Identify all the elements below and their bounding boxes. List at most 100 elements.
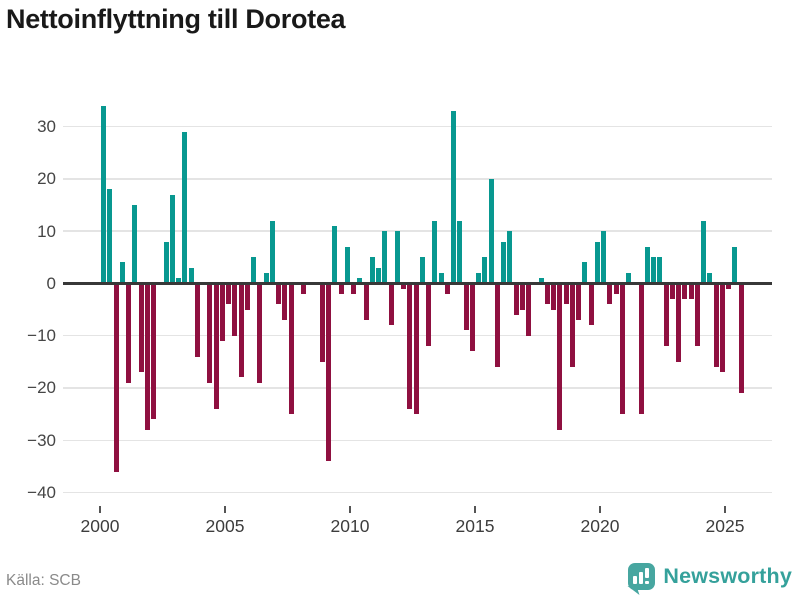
x-tick-label: 2020 <box>580 516 620 536</box>
bar <box>663 283 669 347</box>
bar <box>288 283 294 415</box>
gridline <box>63 178 772 180</box>
bar <box>232 283 238 336</box>
bar <box>301 283 306 294</box>
bar <box>469 283 475 352</box>
zero-line <box>63 282 772 285</box>
bar <box>519 283 525 310</box>
bar <box>726 283 731 289</box>
bar <box>601 231 606 284</box>
x-tick-label: 2005 <box>205 516 245 536</box>
y-tick-label: 30 <box>37 117 56 137</box>
bar <box>501 241 506 284</box>
bar <box>369 257 375 284</box>
y-tick-label: −10 <box>27 326 56 346</box>
bar <box>376 267 381 284</box>
bar <box>213 283 219 409</box>
bar <box>526 283 531 336</box>
x-tick-label: 2015 <box>455 516 495 536</box>
bar <box>513 283 519 315</box>
bar <box>394 231 400 284</box>
source-caption: Källa: SCB <box>6 572 81 589</box>
bar <box>319 283 325 362</box>
bar <box>238 283 244 378</box>
bar <box>119 262 125 284</box>
bar <box>263 272 269 284</box>
bar <box>407 283 413 409</box>
bar <box>113 283 119 472</box>
bar <box>582 262 588 284</box>
bar <box>494 283 500 368</box>
newsworthy-logo-icon <box>627 562 656 595</box>
y-tick-label: −40 <box>27 483 56 503</box>
bar <box>463 283 469 331</box>
bar <box>351 283 356 294</box>
y-tick-label: 10 <box>37 221 56 241</box>
bar <box>626 272 631 284</box>
bar <box>144 283 150 430</box>
x-tick-mark <box>724 506 726 513</box>
bar <box>326 283 331 462</box>
bar <box>251 257 256 284</box>
gridline <box>63 125 772 128</box>
x-tick-mark <box>224 506 226 513</box>
bar <box>401 283 406 289</box>
bar <box>194 283 200 357</box>
gridline <box>63 439 772 441</box>
bar <box>332 225 338 284</box>
bar <box>694 283 700 347</box>
bar <box>457 220 463 284</box>
bar <box>132 204 138 284</box>
bar <box>476 272 481 284</box>
brand-name: Newsworthy <box>663 563 792 588</box>
mini-bar-icon <box>638 571 643 584</box>
bar <box>563 283 569 305</box>
x-tick-mark <box>349 506 351 513</box>
brand-lockup: Newsworthy <box>627 560 792 595</box>
bar <box>588 283 594 326</box>
bar <box>657 257 663 284</box>
bar <box>701 220 706 284</box>
bar <box>182 131 188 284</box>
bar <box>176 278 181 284</box>
bar <box>482 257 488 284</box>
bar <box>357 278 363 284</box>
bar <box>644 246 650 284</box>
bar <box>382 231 388 284</box>
y-tick-label: 20 <box>37 169 56 189</box>
bar <box>219 283 225 341</box>
bar <box>432 220 438 284</box>
bar <box>413 283 419 415</box>
x-tick-mark <box>474 506 476 513</box>
exclamation-icon <box>644 568 649 578</box>
bar <box>738 283 744 394</box>
bar <box>507 231 513 284</box>
bar <box>282 283 288 320</box>
x-tick-label: 2000 <box>80 516 120 536</box>
bar <box>713 283 719 368</box>
bar <box>163 241 169 284</box>
bar <box>551 283 556 310</box>
bar <box>138 283 144 373</box>
bar <box>576 283 581 320</box>
x-tick-label: 2010 <box>330 516 370 536</box>
bar <box>682 283 688 300</box>
bar <box>257 283 263 383</box>
bar <box>276 283 281 305</box>
bar <box>688 283 694 300</box>
gridline <box>63 491 772 494</box>
bar <box>669 283 675 300</box>
bar <box>557 283 563 430</box>
bar <box>444 283 450 294</box>
bar <box>613 283 619 294</box>
bar <box>126 283 131 383</box>
bar <box>207 283 213 383</box>
bar <box>569 283 575 368</box>
bar <box>607 283 613 305</box>
bar <box>344 246 350 284</box>
bar <box>151 283 156 420</box>
bar <box>438 272 444 284</box>
bar <box>101 105 106 284</box>
bar <box>338 283 344 294</box>
